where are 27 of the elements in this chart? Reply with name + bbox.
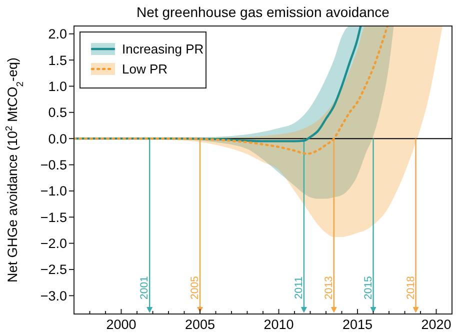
line-series bbox=[74, 26, 362, 142]
annotation: 2001 bbox=[138, 276, 151, 300]
y-tick-label: −3.0 bbox=[40, 288, 67, 304]
y-tick-label: 2.0 bbox=[48, 26, 67, 42]
annotation: 2005 bbox=[189, 276, 201, 300]
y-tick-label: 1.0 bbox=[48, 78, 67, 94]
x-tick-label: 2000 bbox=[106, 317, 136, 332]
annotation: 2011 bbox=[292, 276, 305, 300]
annotation: 2018 bbox=[404, 276, 417, 300]
chart-title: Net greenhouse gas emission avoidance bbox=[136, 4, 390, 20]
annotation: 2013 bbox=[322, 276, 335, 300]
x-tick-label: 2010 bbox=[264, 317, 294, 332]
y-tick-label: −1.5 bbox=[40, 210, 67, 225]
legend-label: Low PR bbox=[122, 62, 168, 77]
y-tick-label: 1.5 bbox=[48, 52, 67, 68]
y-tick-label: −2.0 bbox=[40, 236, 67, 252]
line-series bbox=[74, 26, 389, 155]
y-tick-label: 0.0 bbox=[48, 131, 67, 146]
y-tick-label: −2.5 bbox=[40, 262, 67, 278]
x-tick-label: 2020 bbox=[421, 317, 452, 332]
annotation: 2015 bbox=[362, 276, 374, 300]
y-tick-label: −1.0 bbox=[40, 184, 67, 199]
y-tick-label: 0.5 bbox=[48, 105, 67, 120]
y-tick-label: −0.5 bbox=[40, 157, 67, 172]
x-tick-label: 2015 bbox=[342, 317, 373, 332]
x-tick-label: 2005 bbox=[184, 317, 216, 332]
legend-label: Increasing PR bbox=[122, 42, 204, 57]
